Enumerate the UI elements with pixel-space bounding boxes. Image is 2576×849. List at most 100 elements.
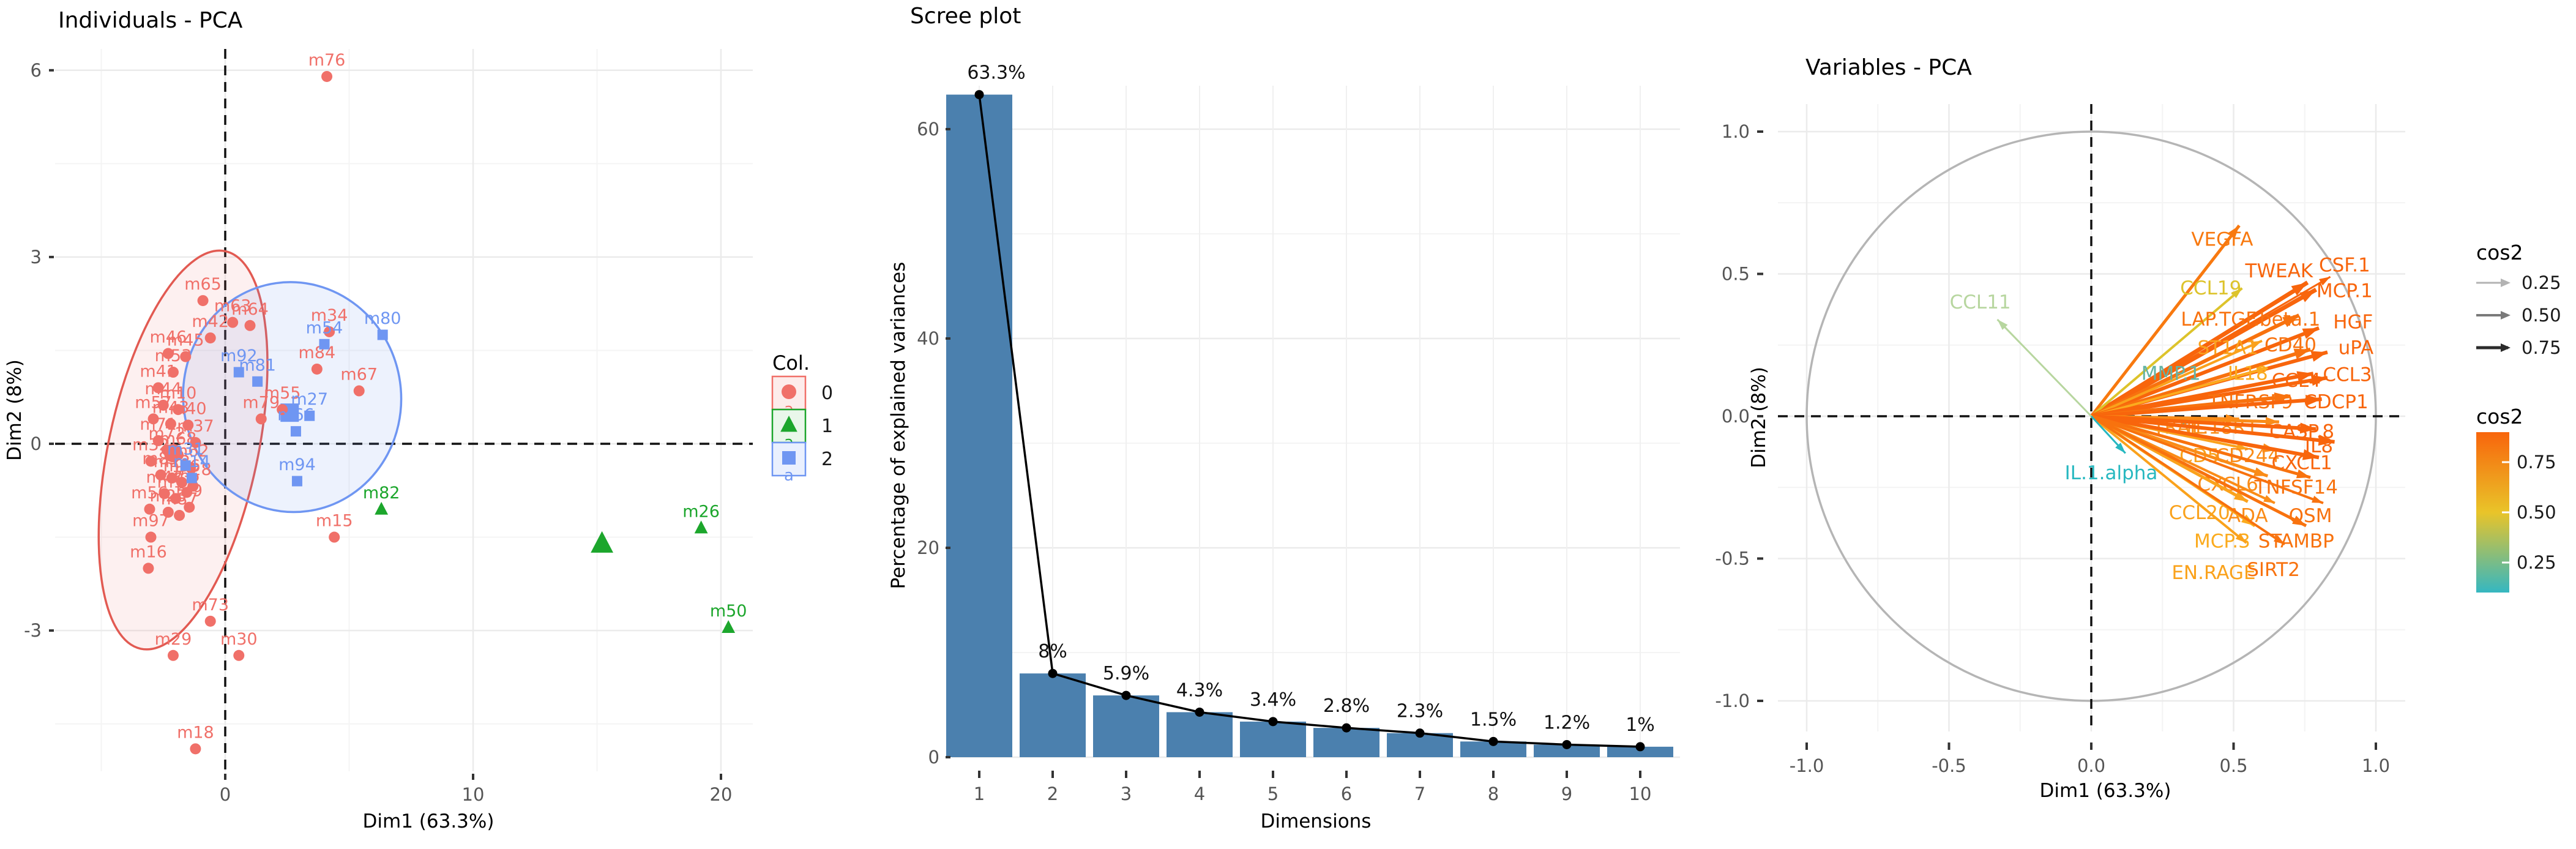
var-arrow-head-HGF xyxy=(2302,327,2319,339)
ind-point-m37 xyxy=(190,436,201,448)
ind-point-label-m30: m30 xyxy=(220,630,258,649)
var-arrow-head-CCL3 xyxy=(2310,375,2328,386)
static-layer: Individuals - PCA Scree plot Variables -… xyxy=(4,4,2523,832)
var-arrow-head-CXCL6 xyxy=(2253,467,2268,476)
ind-point-m80 xyxy=(377,329,388,340)
ind-point-label-m26: m26 xyxy=(682,502,720,521)
var-arrow-head-CSF.1 xyxy=(2319,277,2331,286)
var-label-IL18: IL18 xyxy=(2228,362,2268,384)
cos2-gradient-value-0.50: 0.50 xyxy=(2517,502,2556,523)
x-tick-label: 6 xyxy=(1341,784,1352,804)
scree-bar-5 xyxy=(1240,721,1306,757)
x-tick-label: 9 xyxy=(1561,784,1572,804)
var-arrow-head-STAMBP xyxy=(2292,515,2307,526)
ind-point-m14 xyxy=(186,473,197,484)
cos2-legend-arrow-head-0.50 xyxy=(2501,311,2511,320)
var-arrow-IL18 xyxy=(2091,367,2268,417)
scree-value-label-10: 1% xyxy=(1626,714,1655,736)
y-tick-label: -0.5 xyxy=(1715,548,1750,569)
generated-layer: m76m65m63m64m42m46m45m53m41m34m84m67m55m… xyxy=(24,49,2561,805)
legend-key-symbol-0 xyxy=(782,384,796,399)
legend-key-symbol-1 xyxy=(780,416,797,432)
x-tick-label: 4 xyxy=(1194,784,1205,804)
ind-point-m92 xyxy=(233,367,244,378)
centroid-group-1 xyxy=(591,531,613,553)
var-arrow-head-TNFSF14 xyxy=(2296,469,2311,479)
ind-point-label-m47: m47 xyxy=(146,468,183,487)
individuals-ylabel: Dim2 (8%) xyxy=(4,359,26,461)
ind-point-label-m10: m10 xyxy=(160,384,197,403)
ind-point-m66 xyxy=(290,426,301,437)
ind-point-m89 xyxy=(155,469,166,481)
var-label-ST1A1: ST1A1 xyxy=(2198,337,2258,359)
ind-point-m73 xyxy=(204,615,216,627)
ind-point-label-m80: m80 xyxy=(364,309,401,328)
scree-point-6 xyxy=(1342,723,1351,733)
scree-title: Scree plot xyxy=(910,4,1021,29)
variables-title: Variables - PCA xyxy=(1805,55,1972,80)
var-arrow-head-IL18 xyxy=(2256,367,2268,375)
legend-key-symbol-2 xyxy=(782,451,796,465)
var-arrow-head-CXCL1 xyxy=(2302,449,2319,460)
scree-point-2 xyxy=(1048,668,1058,678)
var-label-CCL19: CCL19 xyxy=(2180,277,2241,299)
ind-point-label-m41: m41 xyxy=(140,362,177,381)
var-arrow-ST1A1 xyxy=(2091,339,2263,417)
ind-point-m87 xyxy=(174,509,185,521)
ind-point-label-m54: m54 xyxy=(306,318,343,337)
var-label-CD40: CD40 xyxy=(2264,334,2317,356)
ind-point-m82 xyxy=(375,501,389,515)
ind-point-label-m84: m84 xyxy=(299,343,336,362)
ind-point-m29 xyxy=(167,649,179,661)
ind-point-label-m57: m57 xyxy=(135,393,172,412)
x-tick-label: 0.5 xyxy=(2219,755,2247,776)
ind-point-m31 xyxy=(180,460,191,471)
cos2-gradient-value-0.25: 0.25 xyxy=(2517,552,2556,573)
confidence-ellipse-group-0 xyxy=(97,249,269,651)
ind-point-m43 xyxy=(165,418,176,430)
ind-point-label-m94: m94 xyxy=(278,455,316,474)
ind-point-m81 xyxy=(252,376,263,387)
var-arrow-CCL19 xyxy=(2090,287,2243,417)
cos2-legend-arrow-head-0.75 xyxy=(2501,343,2511,352)
var-label-TWEAK: TWEAK xyxy=(2245,260,2313,282)
x-tick-label: -1.0 xyxy=(1790,755,1824,776)
ind-point-label-m37: m37 xyxy=(177,417,214,436)
var-arrow-head-CD40 xyxy=(2293,348,2311,359)
ind-point-m54 xyxy=(319,338,330,350)
ind-point-m40 xyxy=(182,419,194,431)
ind-point-m42 xyxy=(204,332,216,344)
ind-point-label-m46: m46 xyxy=(150,328,187,347)
ind-point-m76 xyxy=(321,70,333,82)
ind-point-label-m32: m32 xyxy=(132,435,170,454)
y-tick-label: 20 xyxy=(917,537,939,558)
scree-value-label-3: 5.9% xyxy=(1103,663,1149,684)
legend-item-label-2: 2 xyxy=(821,449,833,470)
var-arrow-head-ADA xyxy=(2263,495,2275,503)
cos2-legend-value-0.50: 0.50 xyxy=(2522,305,2561,326)
ind-point-label-m68: m68 xyxy=(160,429,197,448)
scree-point-10 xyxy=(1635,742,1645,752)
scree-value-label-6: 2.8% xyxy=(1323,695,1370,717)
ind-point-label-m82: m82 xyxy=(363,484,400,503)
x-tick-label: 20 xyxy=(710,784,733,805)
scree-bar-4 xyxy=(1167,712,1233,757)
ind-point-m18 xyxy=(190,743,201,755)
ind-point-label-m23: m23 xyxy=(150,487,187,506)
ind-point-m55 xyxy=(277,404,288,416)
var-arrow-head-uPA xyxy=(2310,351,2328,362)
var-label-CDCP1: CDCP1 xyxy=(2304,391,2369,413)
y-tick-label: 1.0 xyxy=(1722,121,1750,142)
ind-point-label-m97: m97 xyxy=(132,512,170,531)
var-arrow-head-IL.18R1 xyxy=(2265,417,2279,427)
ind-point-m41 xyxy=(152,382,164,394)
var-arrow-head-IL.1.alpha xyxy=(2115,443,2126,454)
var-label-SIRT2: SIRT2 xyxy=(2247,559,2300,581)
ind-point-label-m45: m45 xyxy=(167,331,204,350)
scree-value-label-7: 2.3% xyxy=(1397,701,1443,722)
scree-point-7 xyxy=(1415,728,1425,738)
var-arrow-IL8 xyxy=(2091,414,2335,444)
ind-point-label-m56: m56 xyxy=(131,484,168,503)
var-label-LAP.TGF.beta.1: LAP.TGF.beta.1 xyxy=(2181,309,2320,331)
scree-bar-2 xyxy=(1020,673,1086,757)
